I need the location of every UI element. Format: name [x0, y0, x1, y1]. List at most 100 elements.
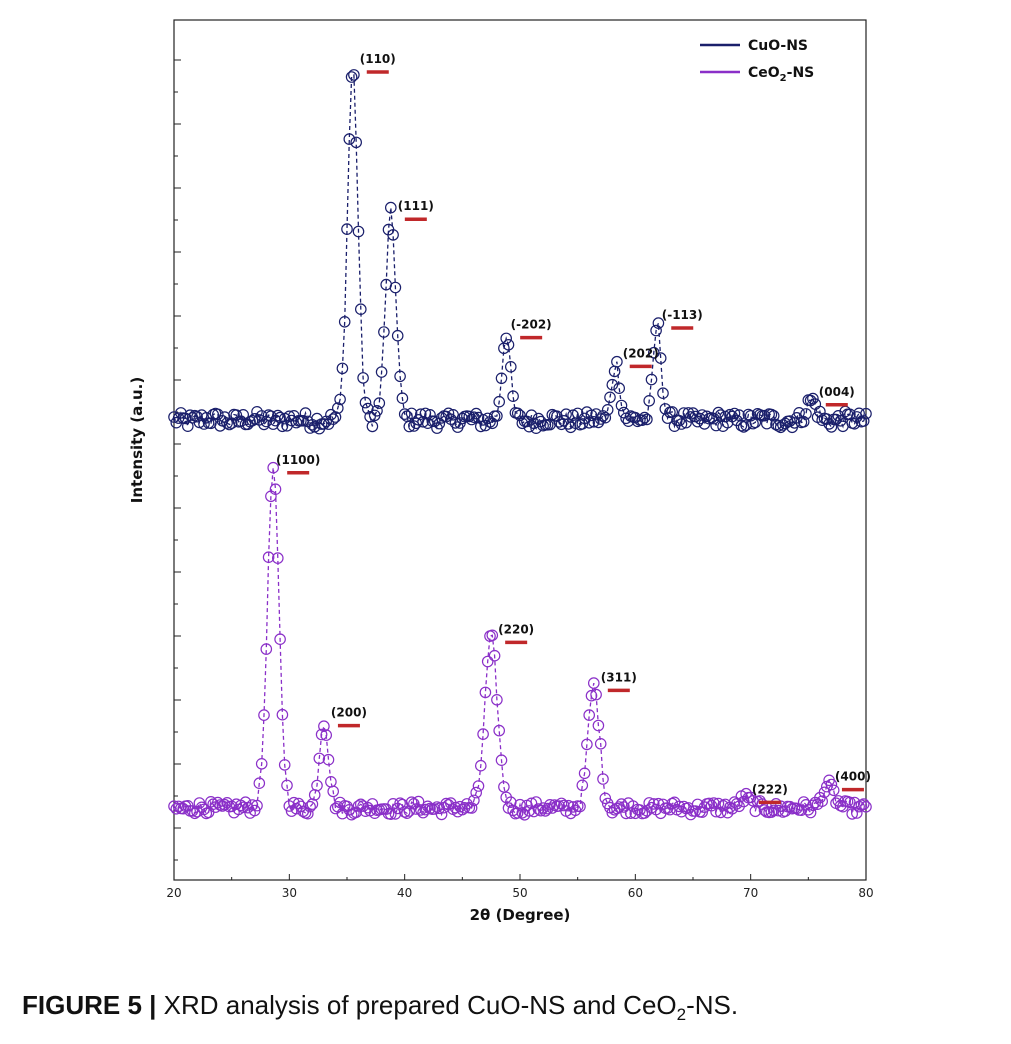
data-point: [253, 777, 266, 789]
data-point: [359, 396, 372, 409]
data-point: [638, 411, 651, 424]
data-point: [454, 800, 466, 813]
data-point: [352, 225, 365, 238]
data-point: [613, 382, 625, 394]
series-layer: [168, 69, 872, 821]
data-point: [846, 808, 858, 820]
data-point: [474, 420, 487, 433]
data-point: [463, 410, 476, 423]
data-point: [361, 402, 374, 415]
data-point: [329, 411, 342, 423]
y-axis-ticks: [174, 59, 181, 861]
data-point: [523, 805, 535, 817]
data-point: [537, 802, 549, 814]
data-point: [398, 806, 411, 818]
caption-text: XRD analysis of prepared CuO-NS and CeO: [156, 990, 677, 1020]
plot-frame: [173, 19, 867, 881]
data-point: [583, 416, 595, 429]
data-point: [334, 393, 346, 406]
peak-label: (1100): [276, 453, 320, 467]
peak-label: (311): [601, 670, 637, 684]
data-point: [327, 413, 339, 425]
data-point: [758, 409, 771, 422]
data-point: [354, 303, 367, 315]
data-point: [525, 797, 538, 810]
data-point: [414, 408, 427, 420]
data-point: [578, 767, 591, 780]
data-point: [435, 808, 448, 821]
data-point: [673, 800, 685, 813]
data-point: [712, 406, 725, 419]
data-point: [278, 759, 291, 771]
data-point: [168, 411, 180, 423]
data-point: [576, 779, 589, 792]
data-point: [315, 728, 328, 741]
data-point: [581, 738, 593, 751]
data-point: [320, 729, 332, 741]
data-point: [844, 408, 856, 421]
data-point: [645, 373, 658, 386]
data-point: [486, 629, 499, 642]
data-point: [860, 800, 872, 813]
data-point: [281, 779, 293, 792]
data-point: [491, 693, 503, 706]
data-point: [396, 392, 409, 404]
legend-label-cuo: CuO-NS: [748, 38, 808, 54]
data-point: [389, 808, 402, 820]
figure-caption: FIGURE 5 | XRD analysis of prepared CuO-…: [22, 990, 992, 1025]
data-point: [710, 805, 722, 818]
caption-subscript: 2: [676, 1005, 687, 1025]
data-point: [590, 688, 602, 701]
data-point: [172, 412, 185, 424]
data-point: [525, 409, 538, 421]
data-point: [345, 71, 358, 83]
data-point: [373, 397, 386, 409]
caption-suffix: -NS.: [686, 990, 739, 1020]
data-point: [857, 798, 870, 810]
data-point: [375, 366, 388, 378]
data-point: [405, 407, 418, 420]
data-point: [636, 414, 649, 426]
data-point: [641, 413, 653, 426]
data-point: [184, 409, 196, 421]
data-point: [481, 655, 494, 668]
data-point: [599, 792, 612, 805]
data-point: [611, 355, 623, 368]
data-point: [412, 795, 425, 808]
data-point: [357, 372, 369, 384]
data-point: [327, 785, 339, 798]
data-point: [615, 399, 628, 412]
data-point: [592, 719, 605, 732]
data-point: [488, 649, 501, 662]
data-point: [557, 799, 570, 812]
data-point: [511, 407, 524, 420]
data-point: [472, 780, 485, 792]
peak-label: (-202): [511, 318, 552, 332]
data-point: [322, 753, 335, 766]
data-point: [724, 408, 736, 421]
data-point: [825, 421, 838, 433]
data-point: [703, 797, 715, 810]
data-point: [198, 418, 210, 430]
xrd-chart: 20 30 40 50 60 70 80 (110) (111) (-202) (202) (-11…: [128, 19, 874, 924]
x-axis-title: 2θ (Degree): [470, 906, 571, 924]
data-point: [401, 807, 413, 819]
data-point: [338, 315, 351, 328]
data-point: [710, 419, 722, 432]
data-point: [643, 394, 655, 407]
data-point: [530, 796, 542, 808]
data-point: [419, 803, 432, 816]
data-point: [534, 804, 547, 817]
data-point: [677, 800, 690, 813]
data-point: [816, 795, 828, 807]
data-point: [804, 806, 817, 819]
data-point: [807, 392, 819, 405]
data-point: [239, 796, 252, 808]
data-point: [860, 407, 872, 420]
data-point: [767, 804, 780, 817]
data-point: [191, 410, 203, 423]
data-point: [601, 403, 614, 416]
x-tick-label: 60: [628, 886, 643, 900]
data-point: [470, 786, 482, 799]
data-point: [251, 799, 263, 812]
